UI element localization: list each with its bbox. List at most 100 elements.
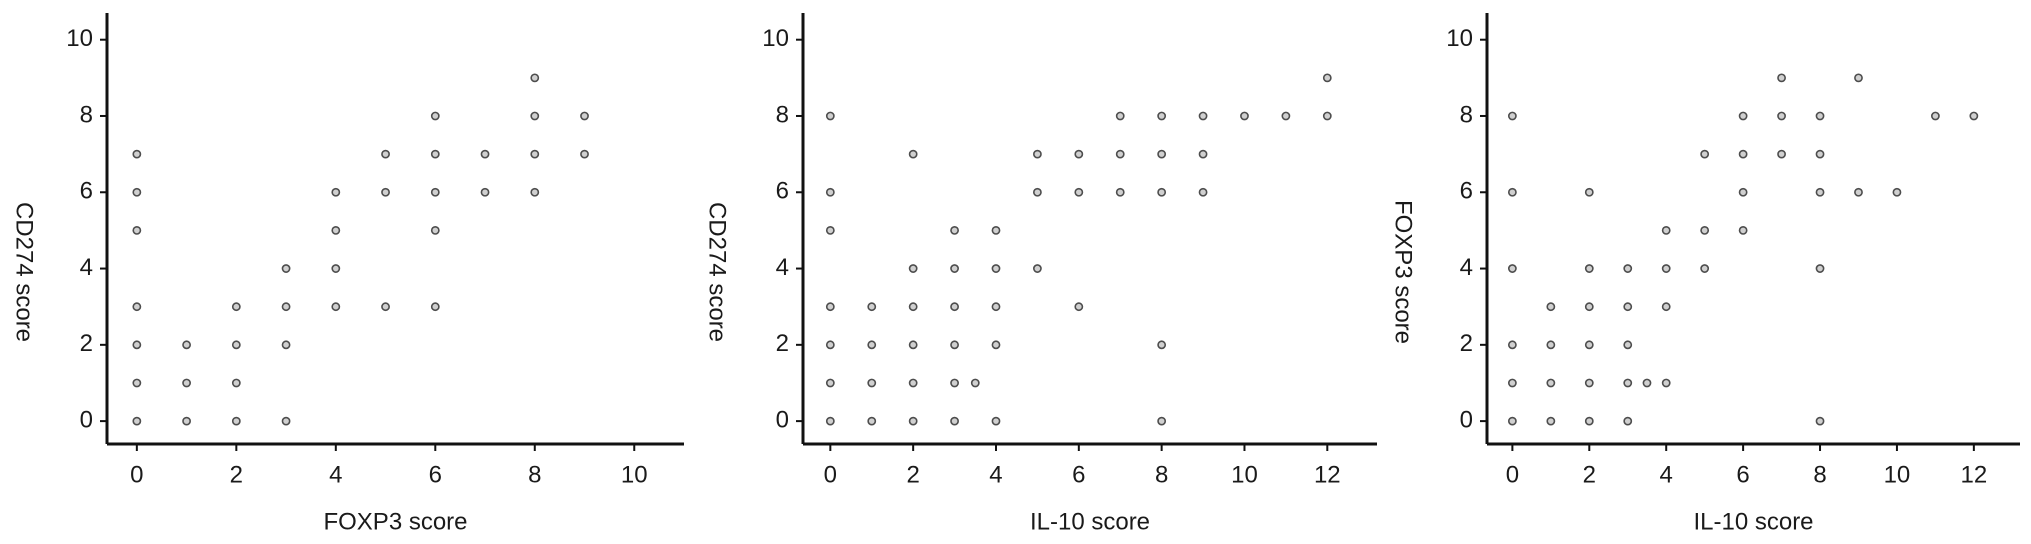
point xyxy=(231,416,241,426)
point xyxy=(1074,149,1084,159)
point xyxy=(132,416,142,426)
point xyxy=(1738,187,1748,197)
x-tick-label: 6 xyxy=(1072,461,1085,488)
point xyxy=(950,416,959,426)
y-axis-label: CD274 score xyxy=(704,202,731,342)
point xyxy=(1074,187,1084,197)
point xyxy=(182,340,191,350)
point xyxy=(1661,378,1671,388)
point xyxy=(480,187,490,197)
x-axis-label: IL-10 score xyxy=(1693,508,1813,535)
point xyxy=(825,340,835,350)
point xyxy=(132,187,142,197)
point xyxy=(1623,264,1633,273)
point xyxy=(1623,340,1633,350)
x-tick-label: 4 xyxy=(329,461,342,488)
point xyxy=(867,340,877,350)
point xyxy=(950,378,959,388)
y-tick-label: 10 xyxy=(762,25,789,52)
point xyxy=(530,73,540,83)
point xyxy=(1642,378,1652,388)
point xyxy=(908,264,918,273)
point xyxy=(1074,302,1084,312)
point xyxy=(950,302,959,312)
point xyxy=(1661,264,1671,273)
point xyxy=(430,226,440,235)
point xyxy=(381,149,390,159)
point xyxy=(231,302,241,312)
point xyxy=(1700,264,1710,273)
x-tick-label: 6 xyxy=(1736,461,1749,488)
x-tick-label: 8 xyxy=(1155,461,1168,488)
point xyxy=(381,187,390,197)
point xyxy=(1507,187,1517,197)
point xyxy=(132,340,142,350)
point xyxy=(1033,149,1042,159)
point xyxy=(950,340,959,350)
point xyxy=(1584,187,1594,197)
x-tick-label: 10 xyxy=(621,461,648,488)
point xyxy=(1700,226,1710,235)
point xyxy=(430,302,440,312)
x-tick-label: 0 xyxy=(824,461,837,488)
point xyxy=(1777,111,1786,121)
point xyxy=(1854,73,1863,83)
point xyxy=(908,149,918,159)
point xyxy=(1623,302,1633,312)
point xyxy=(1115,111,1125,121)
point xyxy=(1157,149,1167,159)
point xyxy=(430,149,440,159)
point xyxy=(1623,416,1633,426)
point xyxy=(1815,111,1825,121)
point xyxy=(825,226,835,235)
point xyxy=(1115,187,1125,197)
point xyxy=(991,226,1001,235)
point xyxy=(908,378,918,388)
point xyxy=(1546,416,1556,426)
point xyxy=(132,302,142,312)
point xyxy=(530,187,540,197)
point xyxy=(231,340,241,350)
point xyxy=(1892,187,1902,197)
point xyxy=(182,378,191,388)
point xyxy=(331,226,341,235)
point xyxy=(825,302,835,312)
point xyxy=(530,149,540,159)
point xyxy=(1507,416,1517,426)
point xyxy=(1281,111,1291,121)
point xyxy=(950,264,959,273)
point xyxy=(331,264,341,273)
y-tick-label: 2 xyxy=(776,330,789,357)
y-tick-label: 2 xyxy=(80,330,93,357)
x-tick-label: 4 xyxy=(1660,461,1673,488)
point xyxy=(430,111,440,121)
point xyxy=(580,111,589,121)
point xyxy=(1584,302,1594,312)
point xyxy=(970,378,980,388)
point xyxy=(1507,378,1517,388)
point xyxy=(867,416,877,426)
point xyxy=(867,302,877,312)
point xyxy=(1777,73,1786,83)
x-axis-label: IL-10 score xyxy=(1030,508,1150,535)
point xyxy=(580,149,589,159)
x-axis-label: FOXP3 score xyxy=(323,508,467,535)
y-tick-label: 0 xyxy=(80,406,93,433)
point xyxy=(950,226,959,235)
x-tick-label: 0 xyxy=(1506,461,1519,488)
point xyxy=(1700,149,1710,159)
point xyxy=(1507,264,1517,273)
y-tick-label: 0 xyxy=(776,406,789,433)
x-tick-label: 4 xyxy=(989,461,1002,488)
point xyxy=(1546,378,1556,388)
point xyxy=(991,340,1001,350)
point xyxy=(281,340,291,350)
y-tick-label: 0 xyxy=(1460,406,1473,433)
y-tick-label: 6 xyxy=(776,178,789,205)
x-tick-label: 10 xyxy=(1231,461,1258,488)
point xyxy=(991,416,1001,426)
point xyxy=(867,378,877,388)
point xyxy=(1115,149,1125,159)
point xyxy=(1738,111,1748,121)
